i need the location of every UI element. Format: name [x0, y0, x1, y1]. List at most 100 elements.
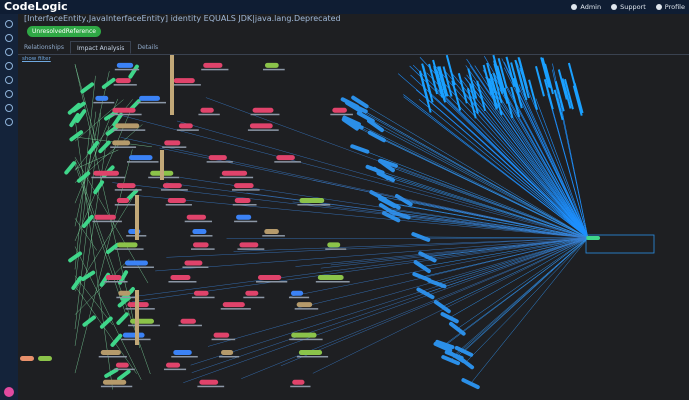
- node: [222, 302, 245, 308]
- node: [377, 158, 395, 173]
- node-label: [91, 176, 125, 179]
- node-label: [126, 161, 159, 163]
- side-icon[interactable]: [5, 34, 13, 42]
- node-label: [219, 355, 240, 358]
- edge: [74, 149, 119, 170]
- node: [69, 130, 84, 142]
- node-label: [232, 204, 257, 206]
- edge: [74, 118, 113, 390]
- node: [381, 211, 401, 223]
- edge: [378, 195, 589, 239]
- node: [192, 229, 207, 235]
- node: [394, 194, 413, 207]
- edge: [233, 237, 589, 252]
- node: [203, 62, 223, 68]
- node: [124, 260, 148, 266]
- node: [412, 272, 432, 283]
- edge: [464, 92, 589, 239]
- top-bar: CodeLogic Admin Support Profile: [0, 0, 689, 14]
- edge: [444, 237, 589, 345]
- edge: [74, 111, 97, 286]
- edge: [387, 209, 589, 239]
- node: [382, 197, 401, 210]
- side-icon[interactable]: [5, 62, 13, 70]
- nav-profile[interactable]: Profile: [656, 0, 685, 14]
- edge: [456, 237, 589, 358]
- node-label: [171, 84, 201, 86]
- edge: [493, 60, 504, 91]
- node-label: [184, 220, 213, 223]
- edge: [473, 80, 589, 239]
- node-label: [113, 368, 135, 371]
- node: [178, 123, 193, 129]
- node: [344, 119, 364, 130]
- logo[interactable]: CodeLogic: [4, 0, 68, 13]
- edge: [547, 93, 589, 239]
- edge: [74, 218, 97, 251]
- node: [413, 260, 431, 274]
- node: [257, 275, 282, 281]
- node: [276, 155, 295, 161]
- tab[interactable]: Impact Analysis: [69, 41, 132, 54]
- node: [366, 118, 385, 133]
- node: [440, 312, 459, 324]
- edge: [422, 65, 433, 97]
- tabs: Relationships Impact Analysis Details: [18, 41, 689, 55]
- node-label: [290, 385, 311, 388]
- edge: [519, 67, 530, 99]
- edge: [554, 81, 565, 112]
- edge: [412, 64, 589, 239]
- edge: [465, 77, 589, 239]
- edge: [442, 237, 589, 307]
- target-box: [585, 234, 655, 254]
- edge: [74, 64, 140, 349]
- side-icon[interactable]: [5, 76, 13, 84]
- node: [378, 196, 397, 209]
- node-label: [120, 338, 151, 341]
- edge: [74, 196, 134, 292]
- edge: [351, 120, 589, 239]
- edge: [469, 65, 589, 239]
- node: [170, 275, 191, 281]
- edge: [557, 69, 568, 100]
- edge: [541, 57, 552, 89]
- edge: [129, 194, 589, 239]
- edge: [461, 79, 589, 239]
- side-icon[interactable]: [5, 20, 13, 28]
- edge: [420, 236, 589, 239]
- tab[interactable]: Relationships: [24, 44, 64, 51]
- edge: [449, 237, 589, 318]
- node-label: [262, 235, 285, 237]
- node: [112, 107, 136, 113]
- side-icon[interactable]: [5, 48, 13, 56]
- edge: [510, 62, 521, 93]
- node-label: [232, 189, 260, 191]
- edge: [74, 98, 118, 204]
- node-label: [315, 281, 350, 283]
- node-label: [296, 355, 329, 358]
- edge: [493, 63, 504, 95]
- nav-support[interactable]: Support: [611, 0, 646, 14]
- edge: [535, 65, 545, 97]
- tab[interactable]: Details: [137, 44, 159, 51]
- node: [180, 318, 196, 324]
- filter-toggle[interactable]: show filter: [22, 56, 51, 62]
- node: [128, 99, 141, 112]
- node-label: [98, 355, 127, 358]
- edge: [159, 147, 589, 239]
- node-label: [211, 338, 236, 341]
- edge: [74, 112, 101, 330]
- edge: [74, 275, 113, 326]
- node: [234, 183, 254, 189]
- edge: [353, 106, 589, 239]
- node: [332, 107, 347, 113]
- node: [378, 158, 398, 168]
- edge: [436, 72, 447, 103]
- edge: [552, 69, 589, 239]
- node: [447, 350, 466, 364]
- side-icon[interactable]: [5, 104, 13, 112]
- side-icon[interactable]: [5, 90, 13, 98]
- nav-admin[interactable]: Admin: [571, 0, 601, 14]
- edge: [74, 136, 152, 148]
- side-icon[interactable]: [5, 118, 13, 126]
